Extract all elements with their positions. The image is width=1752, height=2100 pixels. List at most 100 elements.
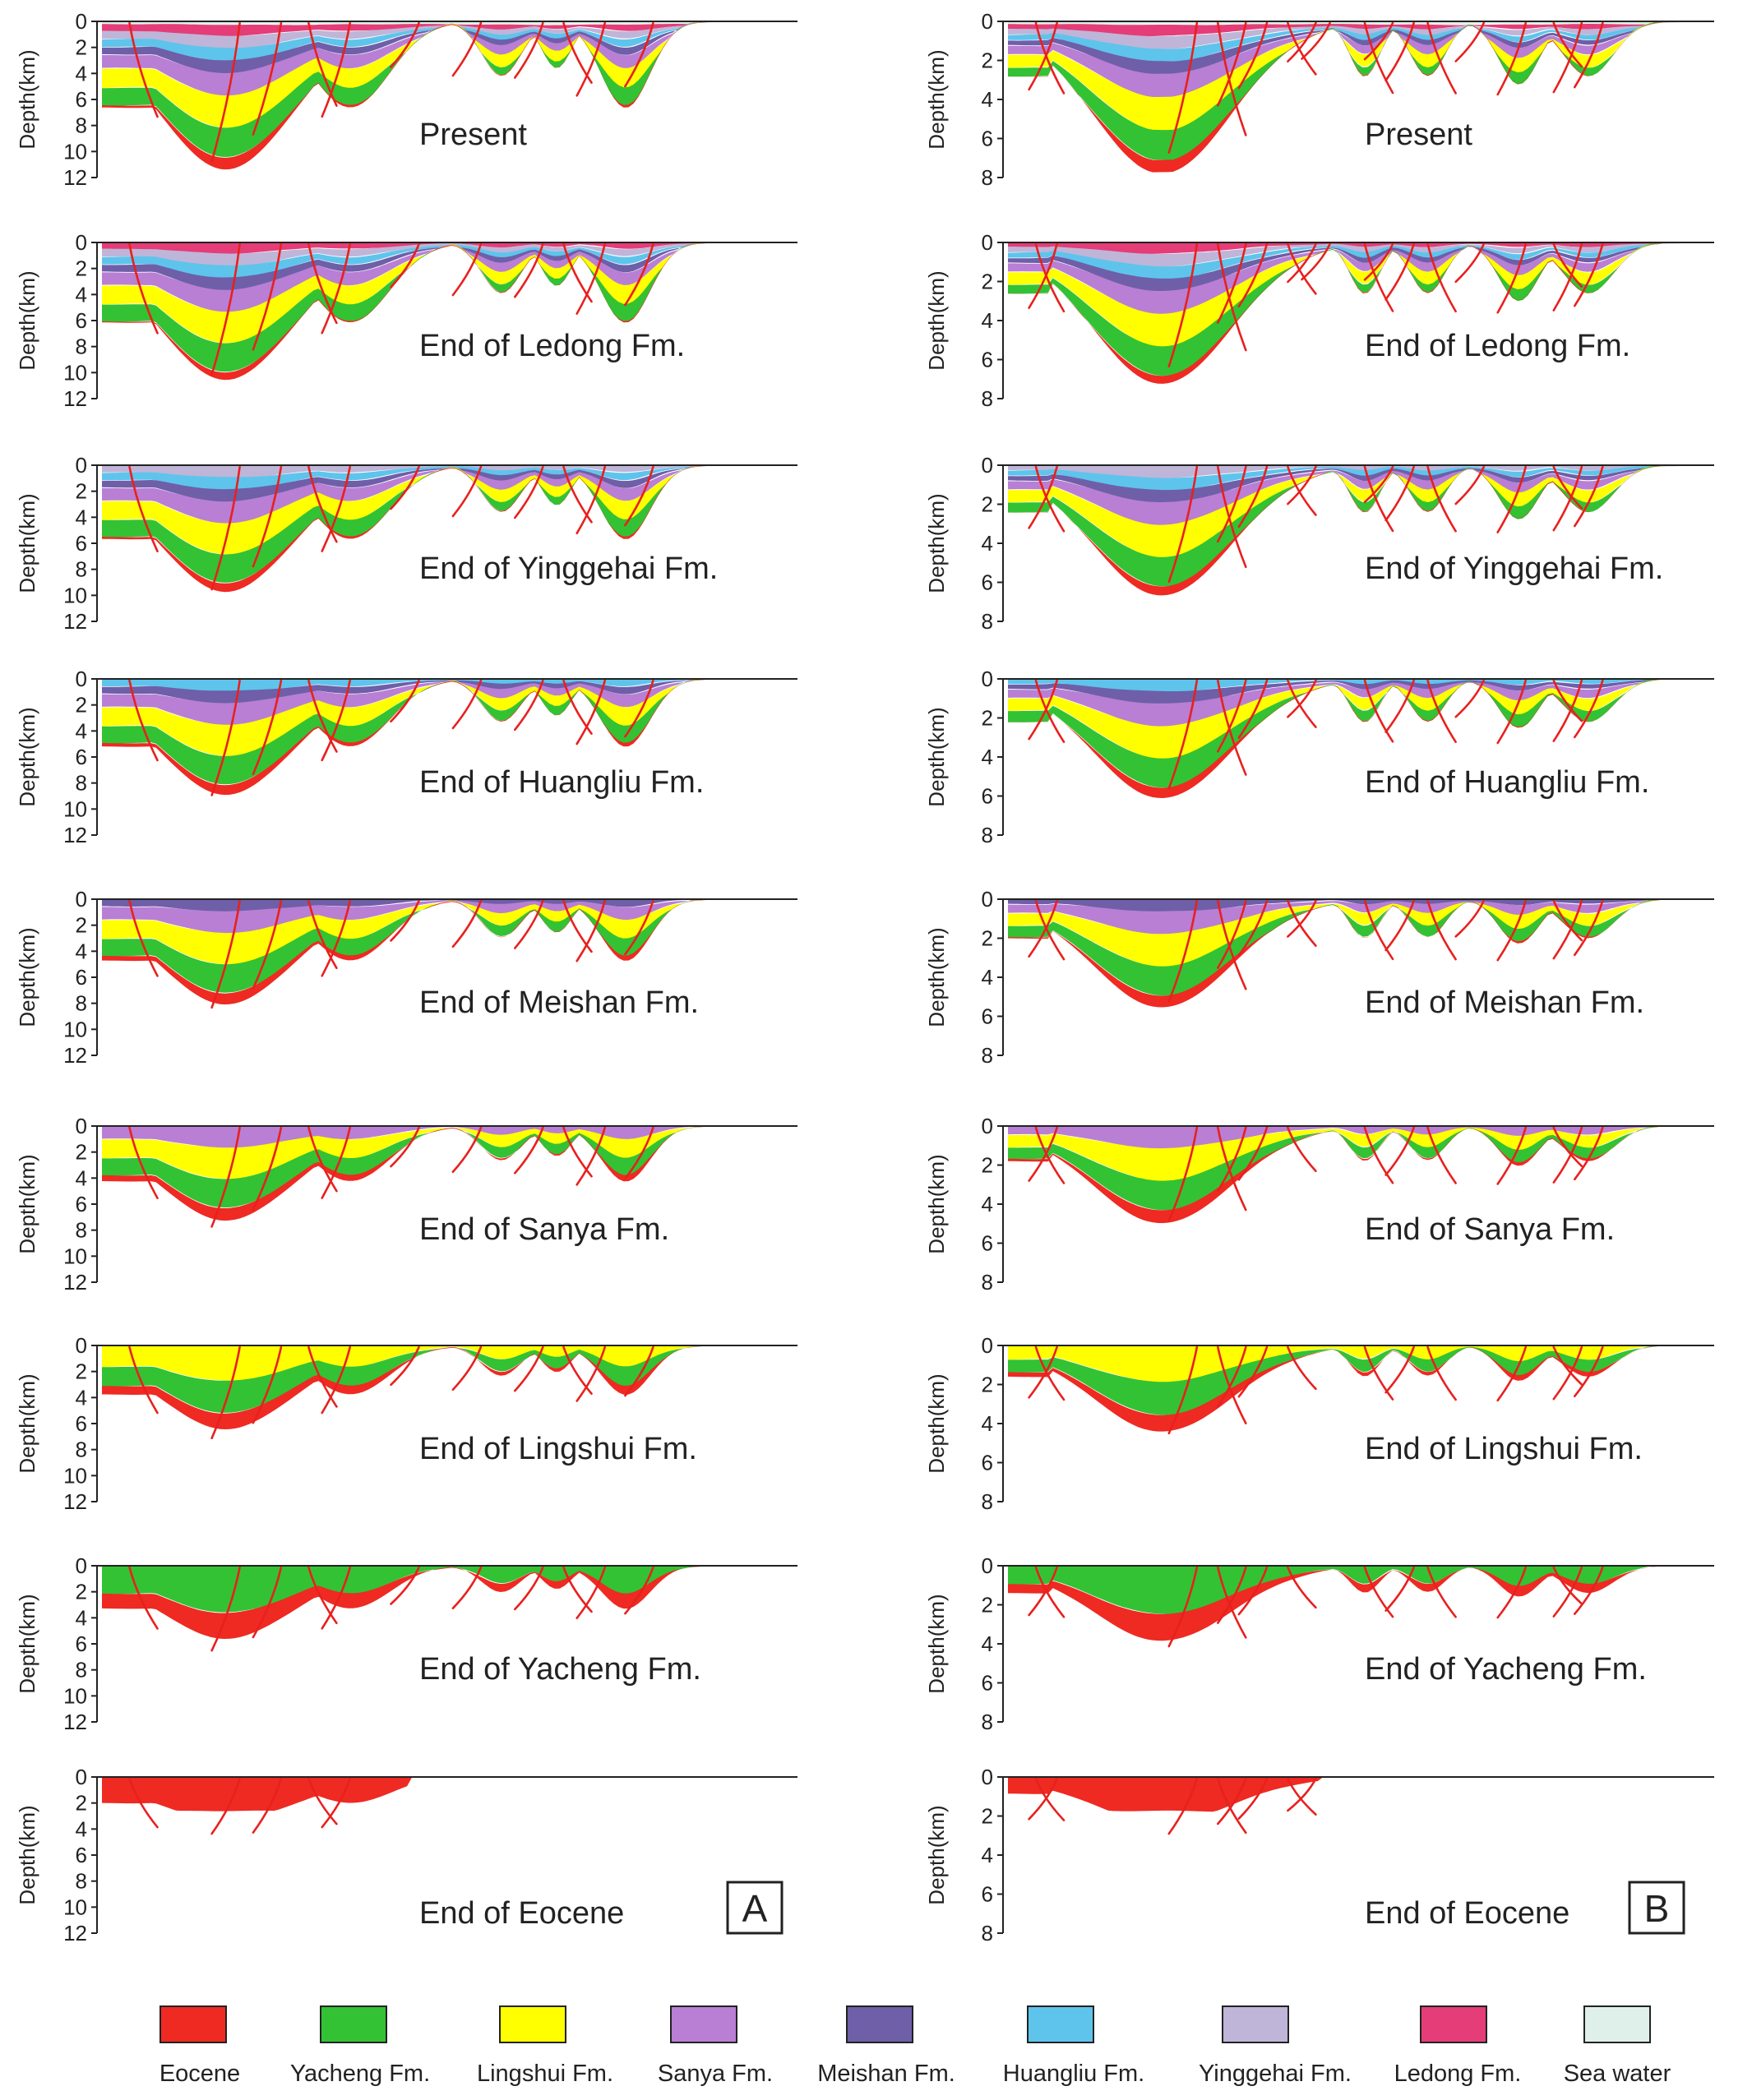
y-tick-label: 0 xyxy=(76,453,87,478)
y-axis-title: Depth(km) xyxy=(924,1154,949,1253)
stage-label: End of Huangliu Fm. xyxy=(1365,765,1649,800)
layer-eocene xyxy=(1008,1776,1708,1812)
fault-line xyxy=(1574,21,1604,89)
layer-ledong-fm xyxy=(102,242,791,254)
layer-sanya-fm xyxy=(102,21,791,96)
fault-line xyxy=(1167,1777,1199,1835)
stage-label: End of Sanya Fm. xyxy=(419,1212,669,1247)
y-tick-label: 4 xyxy=(982,308,993,333)
fault-line xyxy=(576,21,606,97)
fault-line xyxy=(307,679,338,753)
fault-line xyxy=(1217,1777,1247,1825)
y-axis-title: Depth(km) xyxy=(15,1805,39,1904)
legend-item-sanya: Sanya Fm. xyxy=(658,2005,773,2087)
panel-label-b: B xyxy=(1628,1881,1685,1935)
fault-line xyxy=(1034,1777,1066,1821)
fault-line xyxy=(321,242,351,335)
y-tick-label: 2 xyxy=(76,1580,87,1604)
y-tick-label: 4 xyxy=(982,1192,993,1216)
fault-line xyxy=(1028,899,1058,958)
layer-yacheng-fm xyxy=(102,21,791,157)
y-tick-label: 6 xyxy=(76,87,87,112)
fault-line xyxy=(128,242,159,335)
layer-eocene xyxy=(102,678,791,796)
fault-line xyxy=(1028,1777,1058,1821)
fault-line xyxy=(1034,1126,1066,1184)
fault-line xyxy=(1574,1126,1604,1181)
y-tick-label: 6 xyxy=(76,965,87,990)
fault-line xyxy=(451,21,483,77)
fault-line xyxy=(1287,21,1317,62)
fault-line xyxy=(1426,1345,1457,1401)
fault-line xyxy=(1363,1566,1394,1618)
layer-sanya-fm xyxy=(1008,1125,1708,1149)
fault-line xyxy=(451,1345,483,1391)
y-tick-label: 10 xyxy=(63,1683,87,1708)
y-tick-label: 8 xyxy=(76,1218,87,1243)
y-axis-title: Depth(km) xyxy=(15,1154,39,1253)
layer-yacheng-fm xyxy=(1008,678,1708,788)
stage-label: End of Yacheng Fm. xyxy=(419,1652,701,1687)
fault-line xyxy=(514,679,544,732)
fault-line xyxy=(1028,242,1058,309)
fault-line xyxy=(1167,1566,1199,1648)
fault-line xyxy=(1574,1566,1604,1615)
section-b-1: 0 2 4 6 8 Depth(km) Present xyxy=(924,9,1714,190)
fault-line xyxy=(576,465,606,535)
panel-label-b-text: B xyxy=(1644,1887,1670,1930)
layer-yacheng-fm xyxy=(102,1565,791,1613)
layer-yinggehai-fm xyxy=(1008,21,1708,50)
fault-line xyxy=(562,1566,593,1613)
panel-label-a-text: A xyxy=(742,1887,768,1930)
y-tick-label: 0 xyxy=(76,9,87,34)
layer-yacheng-fm xyxy=(1008,464,1708,587)
stage-label: End of Yinggehai Fm. xyxy=(1365,552,1663,586)
y-tick-label: 10 xyxy=(63,1017,87,1041)
y-axis-title: Depth(km) xyxy=(924,1373,949,1473)
layer-sanya-fm xyxy=(1008,898,1708,935)
fault-line xyxy=(1552,242,1583,312)
fault-line xyxy=(1454,899,1485,938)
fault-line xyxy=(390,1345,420,1387)
layer-lingshui-fm xyxy=(102,21,791,128)
legend-item-eocene: Eocene xyxy=(159,2005,240,2087)
layer-yacheng-fm xyxy=(102,678,791,785)
y-tick-label: 8 xyxy=(982,386,993,411)
y-tick-label: 4 xyxy=(982,1632,993,1656)
y-tick-label: 2 xyxy=(982,706,993,731)
y-tick-label: 0 xyxy=(982,1553,993,1578)
y-tick-label: 12 xyxy=(63,165,87,190)
layer-eocene xyxy=(102,898,791,1005)
y-tick-label: 8 xyxy=(982,1270,993,1295)
y-tick-label: 6 xyxy=(76,745,87,769)
fault-line xyxy=(514,242,544,298)
fault-line xyxy=(390,899,420,942)
y-tick-label: 6 xyxy=(76,308,87,333)
layer-yacheng-fm xyxy=(102,898,791,993)
layer-eocene xyxy=(102,464,791,593)
fault-line xyxy=(128,679,159,762)
fault-line xyxy=(1237,899,1269,957)
fault-line xyxy=(1552,1345,1583,1401)
y-tick-label: 8 xyxy=(76,771,87,796)
y-tick-label: 4 xyxy=(76,1385,87,1410)
fault-line xyxy=(1217,1126,1247,1212)
fault-line xyxy=(307,1777,338,1825)
fault-line xyxy=(1237,242,1269,308)
y-tick-label: 8 xyxy=(982,609,993,634)
fault-line xyxy=(252,1566,283,1639)
layer-sanya-fm xyxy=(1008,21,1708,98)
fault-line xyxy=(514,899,544,949)
fault-line xyxy=(210,21,241,163)
legend-swatch-lingshui xyxy=(499,2005,566,2043)
fault-line xyxy=(1287,242,1317,284)
stage-label: End of Eocene xyxy=(419,1896,624,1931)
layer-yinggehai-fm xyxy=(102,464,791,478)
fault-line xyxy=(210,1566,241,1652)
y-tick-label: 10 xyxy=(63,1463,87,1488)
y-tick-label: 6 xyxy=(982,127,993,151)
y-tick-label: 8 xyxy=(982,1043,993,1068)
